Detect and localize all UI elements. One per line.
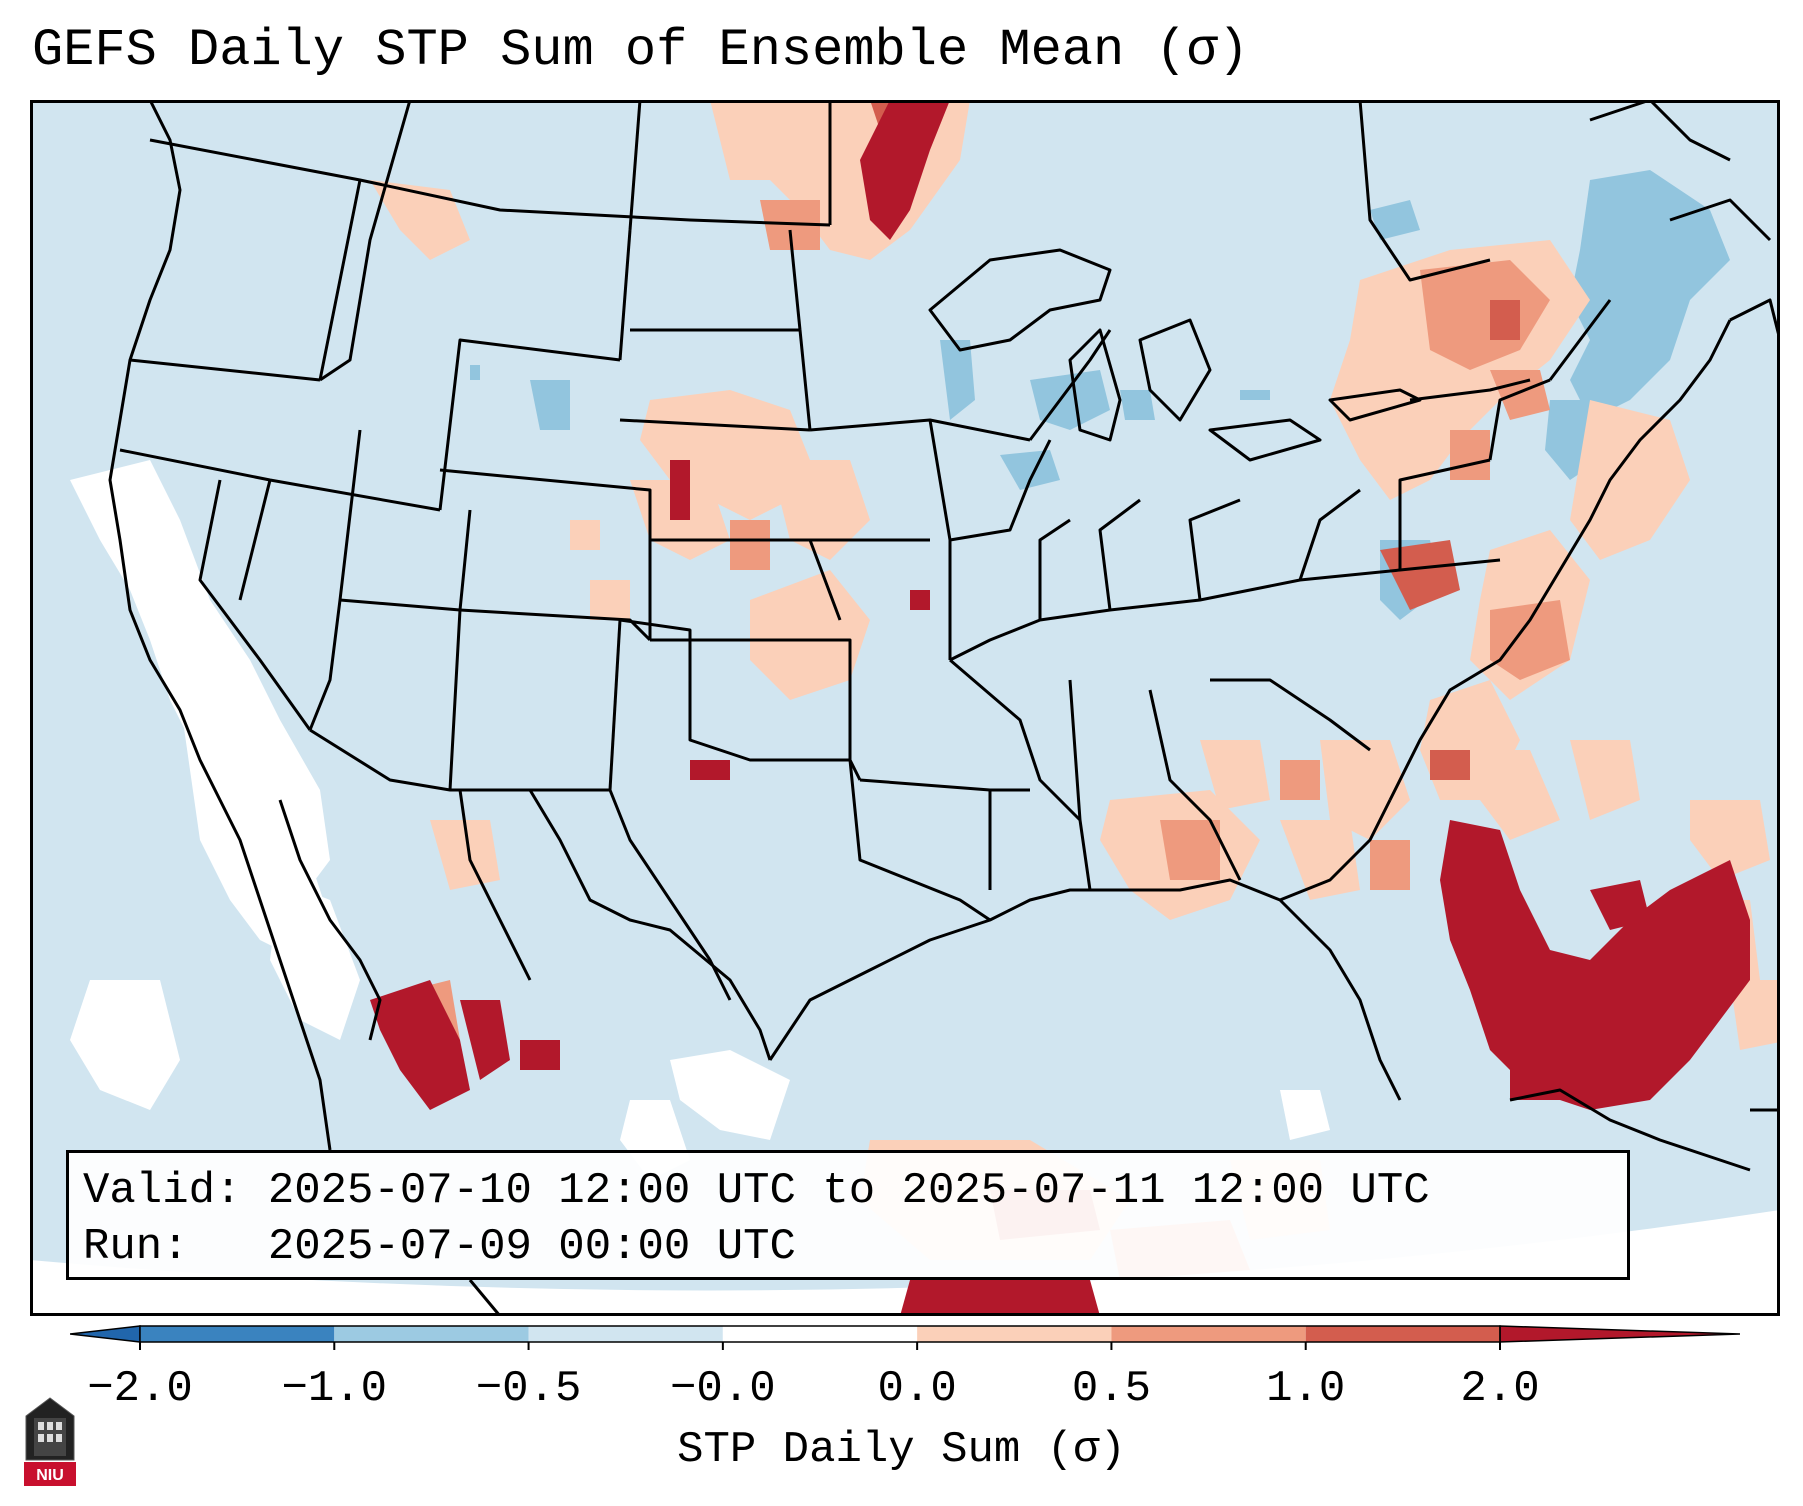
colorbar-svg: −2.0 −1.0 −0.5 −0.0 0.0 0.5 1.0 2.0	[69, 1325, 1741, 1414]
colorbar-bin	[140, 1326, 335, 1342]
map-panel[interactable]	[30, 100, 1780, 1316]
valid-run-infobox: Valid: 2025-07-10 12:00 UTC to 2025-07-1…	[66, 1150, 1630, 1280]
colorbar-tick-label: −0.5	[476, 1364, 582, 1414]
colorbar-bin	[917, 1326, 1112, 1342]
projection-edge	[30, 1210, 1780, 1316]
colorbar-tick-label: 0.0	[878, 1364, 957, 1414]
colorbar-under-arrow	[69, 1325, 141, 1343]
political-boundaries	[108, 100, 1780, 1316]
colorbar-bin	[528, 1326, 723, 1342]
pacific-neutral-area	[70, 460, 1330, 1180]
map-svg[interactable]	[30, 100, 1780, 1316]
valid-label: Valid:	[83, 1166, 242, 1216]
colorbar-frame	[139, 1325, 1501, 1343]
colorbar-label: STP Daily Sum (σ)	[677, 1425, 1126, 1475]
colorbar-bin	[1305, 1326, 1500, 1342]
colorbar-bin	[334, 1326, 529, 1342]
colorbar-tick-label: 1.0	[1266, 1364, 1345, 1414]
extreme-positive-areas	[370, 100, 1750, 1316]
niu-logo: NIU	[22, 1396, 78, 1488]
run-label: Run:	[83, 1222, 189, 1272]
colorbar-tick-label: 2.0	[1460, 1364, 1539, 1414]
logo-text: NIU	[36, 1467, 64, 1484]
colorbar-tick-label: −1.0	[281, 1364, 387, 1414]
colorbar-bin	[722, 1326, 918, 1342]
valid-range: 2025-07-10 12:00 UTC to 2025-07-11 12:00…	[267, 1166, 1430, 1216]
colorbar-tick-label: 0.5	[1072, 1364, 1151, 1414]
colorbar-bin	[1111, 1326, 1306, 1342]
colorbar-tick-label: −2.0	[87, 1364, 193, 1414]
map-frame	[30, 100, 1780, 1316]
colorbar-tick-label: −0.0	[670, 1364, 776, 1414]
colorbar: −2.0 −1.0 −0.5 −0.0 0.0 0.5 1.0 2.0	[69, 1318, 1741, 1468]
colorbar-over-arrow	[1499, 1325, 1741, 1343]
run-time: 2025-07-09 00:00 UTC	[267, 1222, 796, 1272]
map-title: GEFS Daily STP Sum of Ensemble Mean (σ)	[32, 21, 1249, 80]
